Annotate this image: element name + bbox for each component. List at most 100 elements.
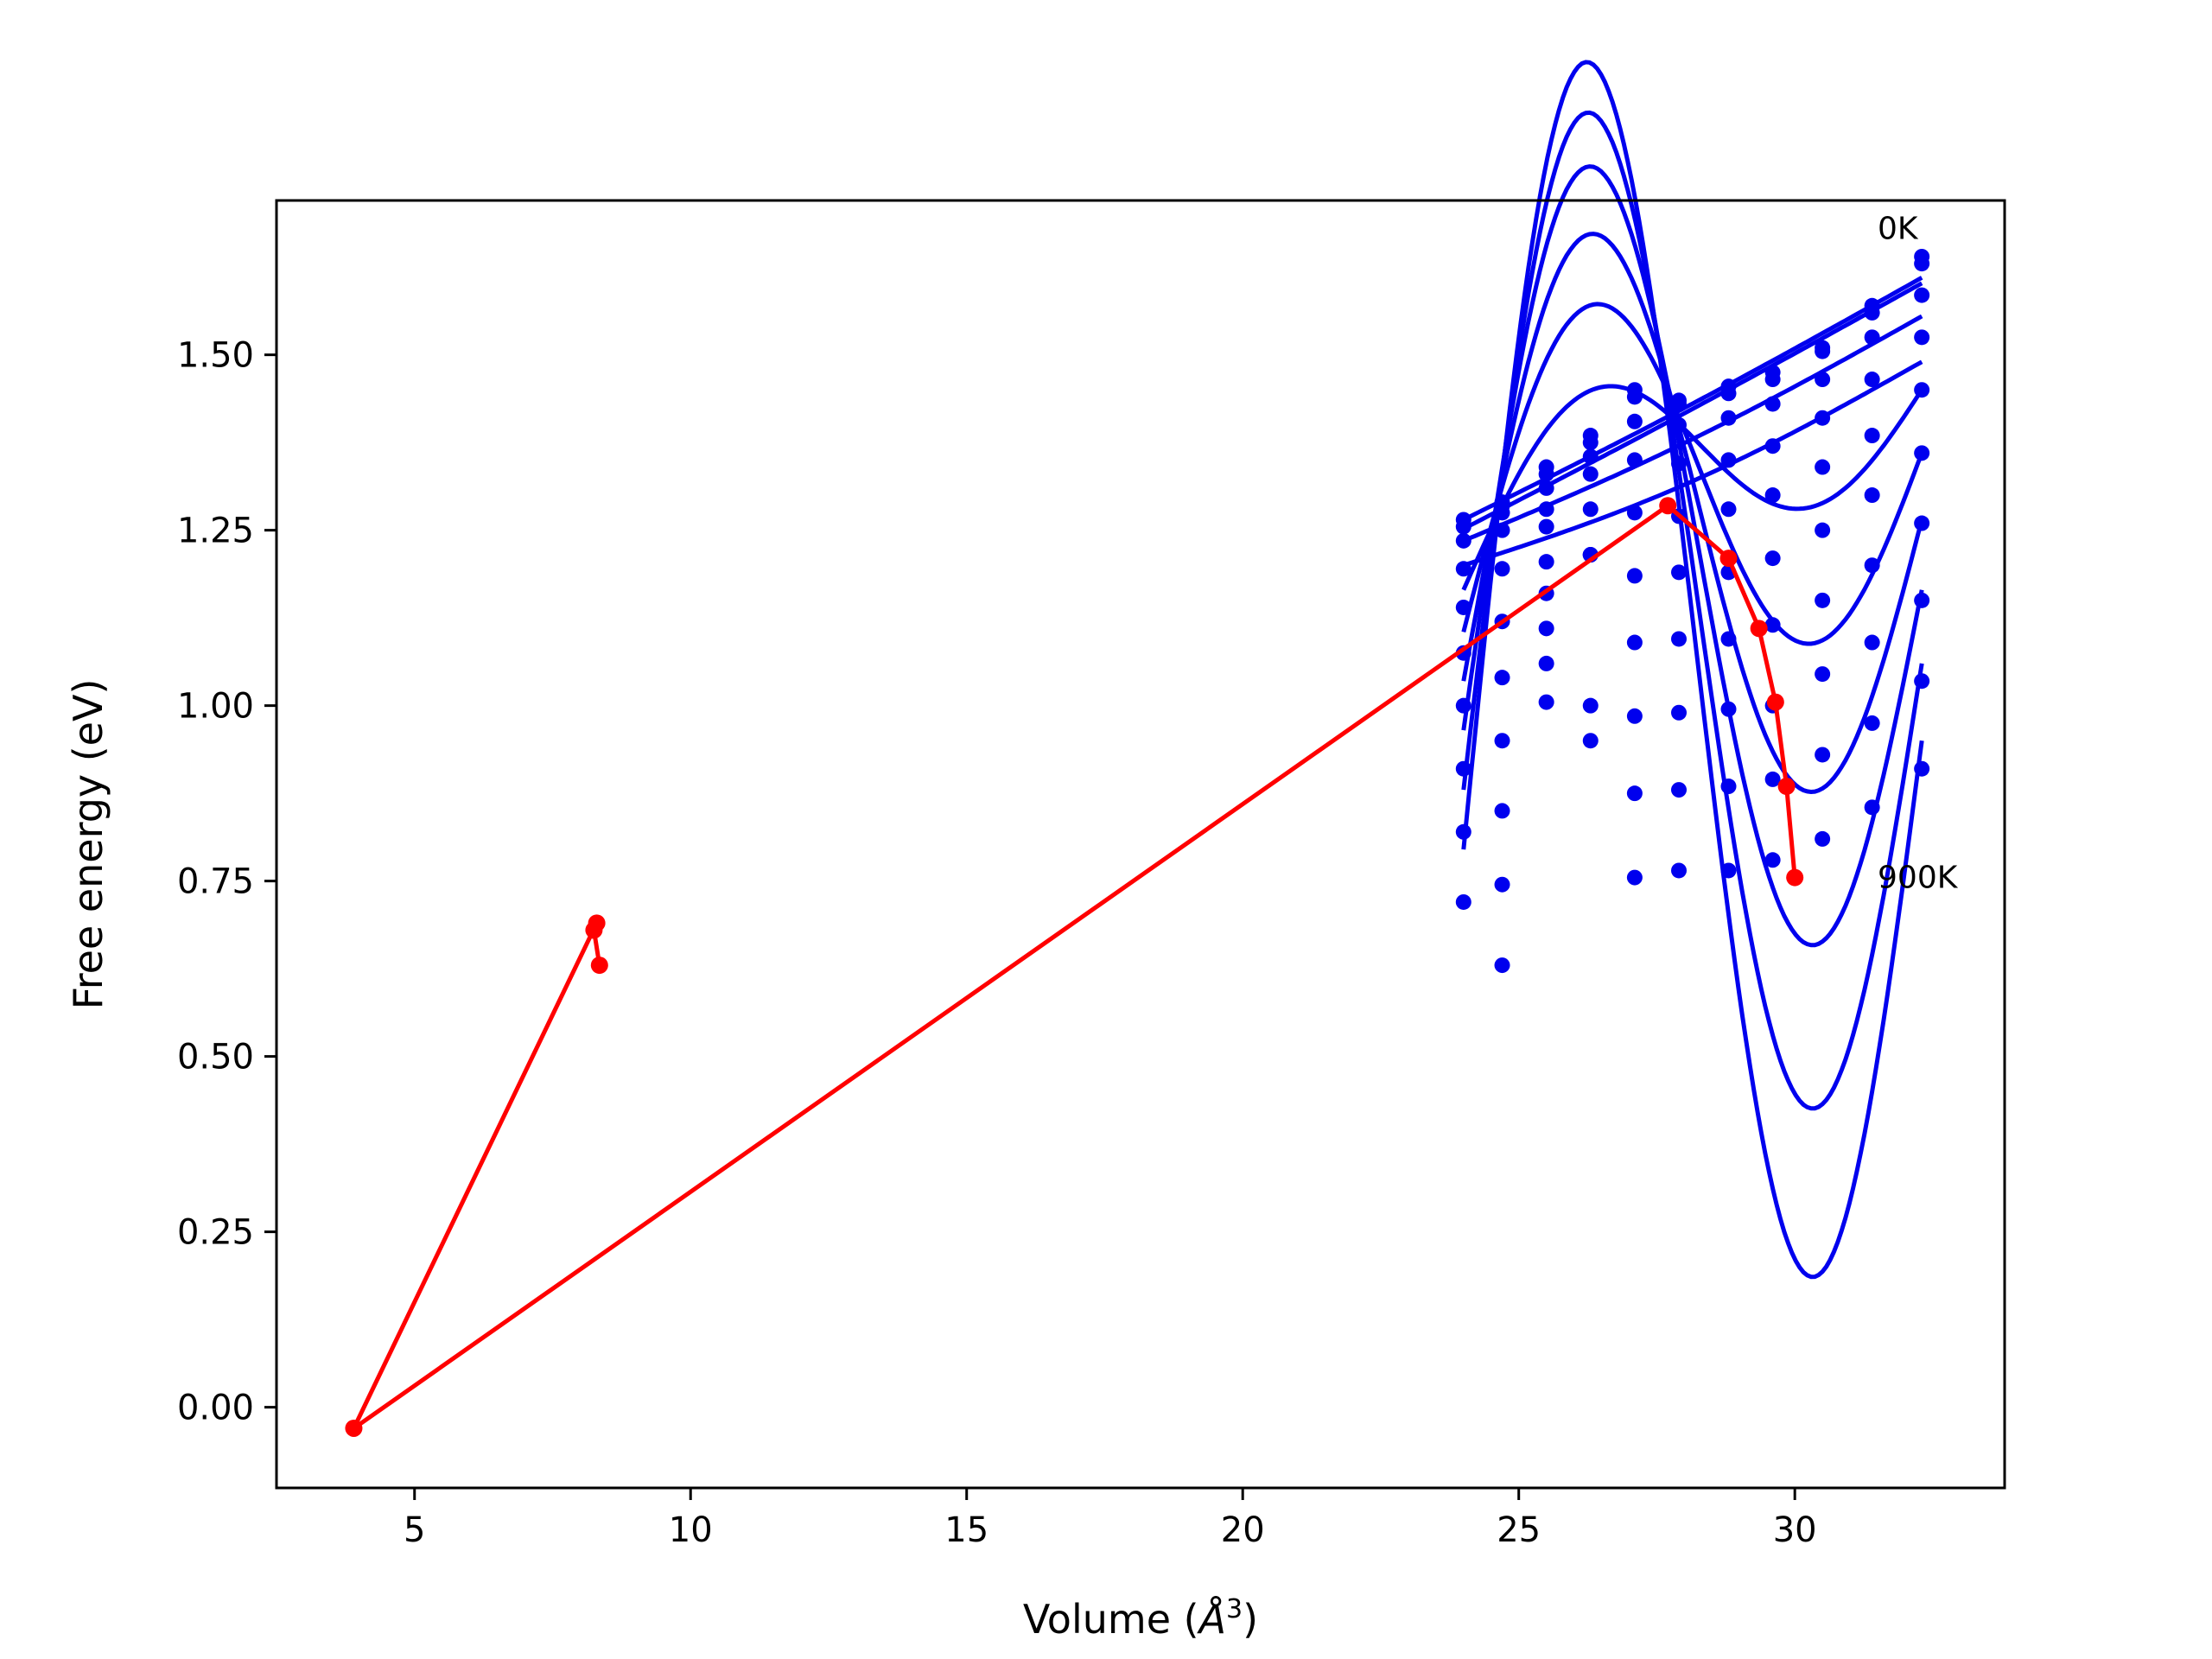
isotherm-point xyxy=(1582,501,1599,518)
isotherm-point xyxy=(1626,452,1643,468)
isotherm-point xyxy=(1720,501,1737,518)
isotherm-curve xyxy=(1461,60,1924,1280)
isotherm-point xyxy=(1764,487,1781,504)
x-tick-label: 15 xyxy=(944,1510,988,1550)
isotherm-curve xyxy=(1461,302,1924,646)
isotherm-point xyxy=(1764,852,1781,868)
isotherm-point xyxy=(1815,410,1831,426)
isotherm-point xyxy=(1671,396,1688,412)
isotherm-point xyxy=(1815,372,1831,388)
equilibrium-point xyxy=(345,1419,363,1437)
isotherm-point xyxy=(1864,428,1880,444)
equilibrium-point xyxy=(1719,550,1738,568)
isotherm-point xyxy=(1626,413,1643,429)
x-tick-label: 10 xyxy=(669,1510,713,1550)
isotherm-point xyxy=(1582,435,1599,451)
isotherm-point xyxy=(1626,785,1643,802)
isotherm-point xyxy=(1671,455,1688,472)
isotherm-curve xyxy=(1461,110,1924,1111)
isotherm-point xyxy=(1538,620,1554,637)
equilibrium-point xyxy=(590,957,608,975)
isotherm-point xyxy=(1720,452,1737,468)
isotherm-point xyxy=(1626,634,1643,651)
isotherm-point xyxy=(1720,631,1737,647)
isotherm-point xyxy=(1538,501,1554,518)
equilibrium-point xyxy=(1766,693,1784,711)
isotherm-point xyxy=(1626,869,1643,886)
x-axis-label: Volume (Å3) xyxy=(1023,1594,1258,1643)
isotherm-curve xyxy=(1461,232,1924,795)
isotherm-point xyxy=(1864,557,1880,574)
isotherm-point xyxy=(1455,561,1471,577)
y-tick-label: 0.00 xyxy=(177,1389,254,1428)
isotherm-point xyxy=(1538,554,1554,570)
isotherm-point xyxy=(1815,830,1831,847)
isotherm-point xyxy=(1864,329,1880,346)
annotations: 0K 900K xyxy=(1878,211,1959,895)
isotherm-point xyxy=(1720,862,1737,879)
isotherm-point xyxy=(1582,733,1599,749)
isotherm-point xyxy=(1538,480,1554,496)
isotherm-point xyxy=(1815,747,1831,763)
x-tick-label: 25 xyxy=(1497,1510,1541,1550)
equilibrium-point xyxy=(1750,620,1768,638)
isotherm-point xyxy=(1455,518,1471,535)
isotherm-point xyxy=(1494,876,1510,893)
x-tick-label: 20 xyxy=(1221,1510,1265,1550)
isotherm-point xyxy=(1764,372,1781,388)
x-tick-label: 30 xyxy=(1773,1510,1817,1550)
y-tick-label: 0.50 xyxy=(177,1038,254,1077)
isotherm-point xyxy=(1455,599,1471,615)
y-axis: 0.00 0.25 0.50 0.75 1.00 1.25 1.50 xyxy=(177,336,276,1428)
y-tick-label: 0.25 xyxy=(177,1213,254,1253)
isotherm-point xyxy=(1582,466,1599,482)
isotherm-point xyxy=(1764,771,1781,787)
isotherm-points xyxy=(1455,248,1930,974)
equilibrium-point xyxy=(1659,497,1677,515)
isotherm-point xyxy=(1494,733,1510,749)
isotherm-point xyxy=(1864,487,1880,504)
isotherm-point xyxy=(1582,448,1599,465)
isotherm-point xyxy=(1914,248,1930,264)
temperature-annotation: 900K xyxy=(1878,861,1959,896)
isotherm-point xyxy=(1671,704,1688,721)
isotherm-point xyxy=(1815,343,1831,359)
isotherm-point xyxy=(1764,438,1781,454)
x-tick-label: 5 xyxy=(404,1510,425,1550)
isotherm-point xyxy=(1914,287,1930,303)
isotherm-point xyxy=(1538,466,1554,482)
plot-frame xyxy=(275,199,2006,1490)
isotherm-point xyxy=(1626,708,1643,724)
isotherm-point xyxy=(1538,518,1554,535)
equilibrium-point xyxy=(1786,868,1804,887)
isotherm-point xyxy=(1671,782,1688,798)
isotherm-point xyxy=(1626,389,1643,405)
isotherm-point xyxy=(1455,645,1471,661)
y-axis-label: Free energy (eV) xyxy=(65,679,111,1010)
isotherm-point xyxy=(1582,697,1599,714)
temperature-annotation: 0K xyxy=(1878,211,1919,246)
isotherm-point xyxy=(1455,697,1471,714)
isotherm-point xyxy=(1864,304,1880,321)
isotherm-point xyxy=(1914,673,1930,690)
isotherm-point xyxy=(1494,505,1510,521)
isotherm-curve xyxy=(1462,276,1923,522)
isotherm-point xyxy=(1720,779,1737,795)
isotherm-point xyxy=(1671,862,1688,879)
equilibrium-point xyxy=(1777,778,1796,796)
isotherm-point xyxy=(1455,760,1471,777)
isotherm-point xyxy=(1494,561,1510,577)
isotherm-point xyxy=(1815,666,1831,683)
isotherm-point xyxy=(1764,396,1781,412)
isotherm-curve xyxy=(1461,384,1924,591)
isotherm-point xyxy=(1538,694,1554,710)
isotherm-point xyxy=(1720,701,1737,717)
isotherm-point xyxy=(1626,505,1643,521)
isotherm-point xyxy=(1494,670,1510,686)
isotherm-point xyxy=(1815,592,1831,608)
isotherm-point xyxy=(1720,385,1737,402)
isotherm-point xyxy=(1864,799,1880,816)
y-tick-label: 1.25 xyxy=(177,512,254,551)
isotherm-point xyxy=(1864,372,1880,388)
